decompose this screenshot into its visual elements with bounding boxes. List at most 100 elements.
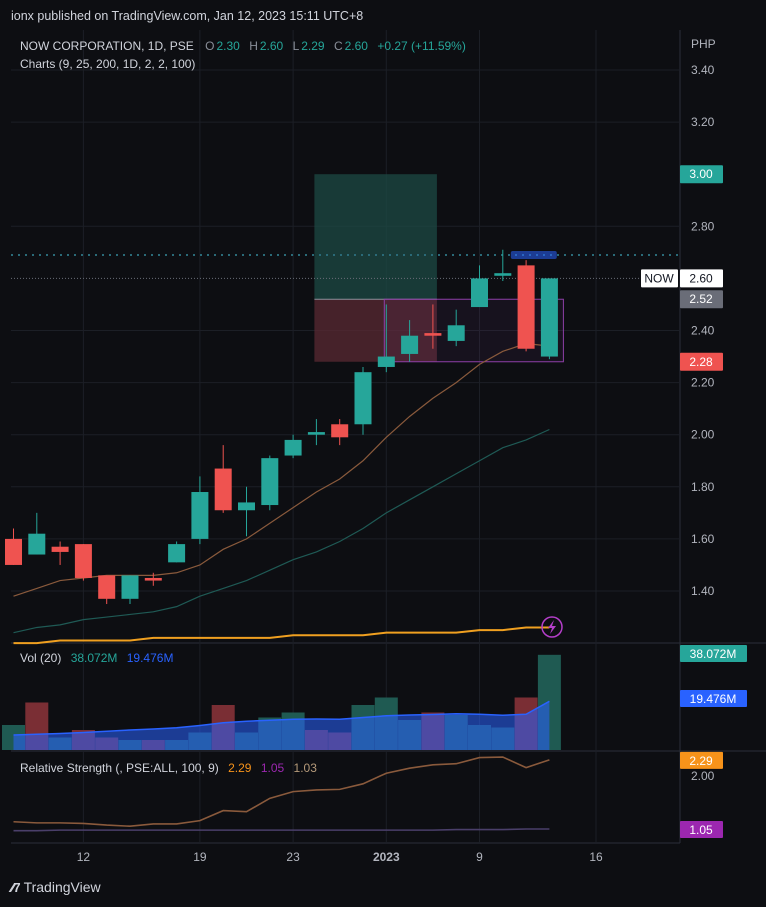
tag-bg	[680, 352, 723, 371]
rs-legend: Relative Strength (, PSE:ALL, 100, 9) 2.…	[20, 761, 319, 775]
volume-ma-tag: 19.476M	[680, 690, 747, 707]
volume-legend-label: Vol (20)	[20, 651, 62, 665]
candle	[214, 445, 232, 513]
candle-body	[284, 439, 302, 456]
candle-body	[98, 575, 116, 599]
price-tick-label: 2.20	[691, 376, 715, 390]
candle-body	[540, 278, 558, 357]
tag-bg	[680, 290, 723, 309]
close-label: C	[333, 39, 343, 53]
candle	[51, 541, 69, 565]
volume-ma-line	[13, 700, 550, 736]
candle-body	[517, 265, 535, 349]
candle-body	[144, 577, 162, 581]
candle	[98, 575, 116, 605]
candle-body	[401, 335, 419, 354]
time-tick-label: 9	[476, 850, 483, 864]
price-tag-3.00: 3.00	[680, 165, 723, 184]
candle-body	[191, 492, 209, 539]
volume-ma-value: 19.476M	[126, 651, 174, 665]
candle-body	[238, 502, 255, 511]
tag-text: 2.52	[689, 292, 713, 306]
candle-body	[354, 372, 372, 425]
price-tick-label: 1.80	[691, 480, 715, 494]
symbol-label: NOW CORPORATION, 1D, PSE	[20, 39, 194, 53]
candle	[424, 304, 442, 349]
candle	[494, 249, 512, 282]
price-legend: NOW CORPORATION, 1D, PSE O 2.30 H 2.60 L 2.…	[20, 39, 468, 53]
tag-text: 2.28	[689, 355, 713, 369]
rs-line	[13, 756, 550, 828]
open-value: 2.30	[216, 39, 240, 53]
candle-body	[168, 544, 186, 563]
price-tick-label: 1.40	[691, 584, 715, 598]
low-label: L	[292, 39, 300, 53]
rs-value-1: 2.29	[228, 761, 252, 775]
time-tick-label: 19	[193, 850, 207, 864]
price-tag-2.52: 2.52	[680, 290, 723, 309]
rs-value-3: 1.03	[293, 761, 317, 775]
tradingview-brand[interactable]: ⁄⁄7 TradingView	[11, 879, 101, 895]
candle	[261, 455, 279, 511]
close-value: 2.60	[344, 39, 368, 53]
lightning-circle	[541, 616, 563, 638]
candle	[447, 309, 465, 347]
lightning-glyph	[548, 620, 556, 634]
high-label: H	[249, 39, 258, 53]
candle-body	[447, 325, 465, 341]
candle	[238, 486, 255, 537]
publisher-line: ionx published on TradingView.com, Jan 1…	[11, 9, 364, 23]
tag-text: 3.00	[689, 167, 713, 181]
candle	[144, 572, 162, 586]
candle	[354, 366, 372, 435]
candle	[168, 541, 186, 563]
candle	[331, 419, 349, 446]
time-tick-label: 23	[286, 850, 300, 864]
candle	[471, 265, 488, 308]
volume-tag: 38.072M	[680, 645, 747, 662]
rs-value-2: 1.05	[260, 761, 285, 775]
currency-label: PHP	[691, 37, 716, 51]
candle	[74, 544, 92, 581]
volume-legend: Vol (20) 38.072M 19.476M	[20, 651, 175, 665]
tag-bg	[680, 645, 747, 662]
candle-body	[214, 468, 232, 511]
resistance-highlight	[510, 250, 557, 259]
tag-text: 2.29	[689, 754, 713, 768]
tag-bg	[680, 269, 723, 288]
candle-body	[74, 544, 92, 578]
rs-tag: 1.05	[680, 821, 723, 838]
indicator-legend: Charts (9, 25, 200, 1D, 2, 2, 100)	[20, 57, 196, 71]
candle-body	[307, 432, 325, 435]
rs-ma-line	[13, 828, 550, 832]
price-tick-label: 3.20	[691, 115, 715, 129]
candle	[5, 528, 22, 565]
low-value: 2.29	[301, 39, 325, 53]
tag-text: 2.60	[689, 271, 713, 285]
candle-body	[51, 546, 69, 552]
candle-body	[331, 424, 349, 438]
rs-tick-label: 2.00	[691, 769, 715, 783]
tag-bg	[680, 690, 747, 707]
candle-body	[494, 273, 512, 276]
candle	[284, 434, 302, 459]
brand-name: TradingView	[23, 879, 101, 895]
candle-body	[28, 533, 46, 555]
price-tag-2.28: 2.28	[680, 352, 723, 371]
candle-body	[424, 333, 442, 336]
price-tick-label: 3.40	[691, 63, 715, 77]
candle	[191, 476, 209, 545]
open-label: O	[205, 39, 215, 53]
time-tick-label: 12	[77, 850, 91, 864]
price-tick-label: 2.00	[691, 428, 715, 442]
candle-body	[5, 538, 22, 565]
ma-25-line	[13, 428, 550, 634]
now-label-bg	[641, 269, 678, 288]
price-tick-label: 1.60	[691, 532, 715, 546]
candle	[307, 419, 325, 446]
high-value: 2.60	[259, 39, 284, 53]
price-tag-2.60: NOW 2.60	[641, 269, 723, 288]
